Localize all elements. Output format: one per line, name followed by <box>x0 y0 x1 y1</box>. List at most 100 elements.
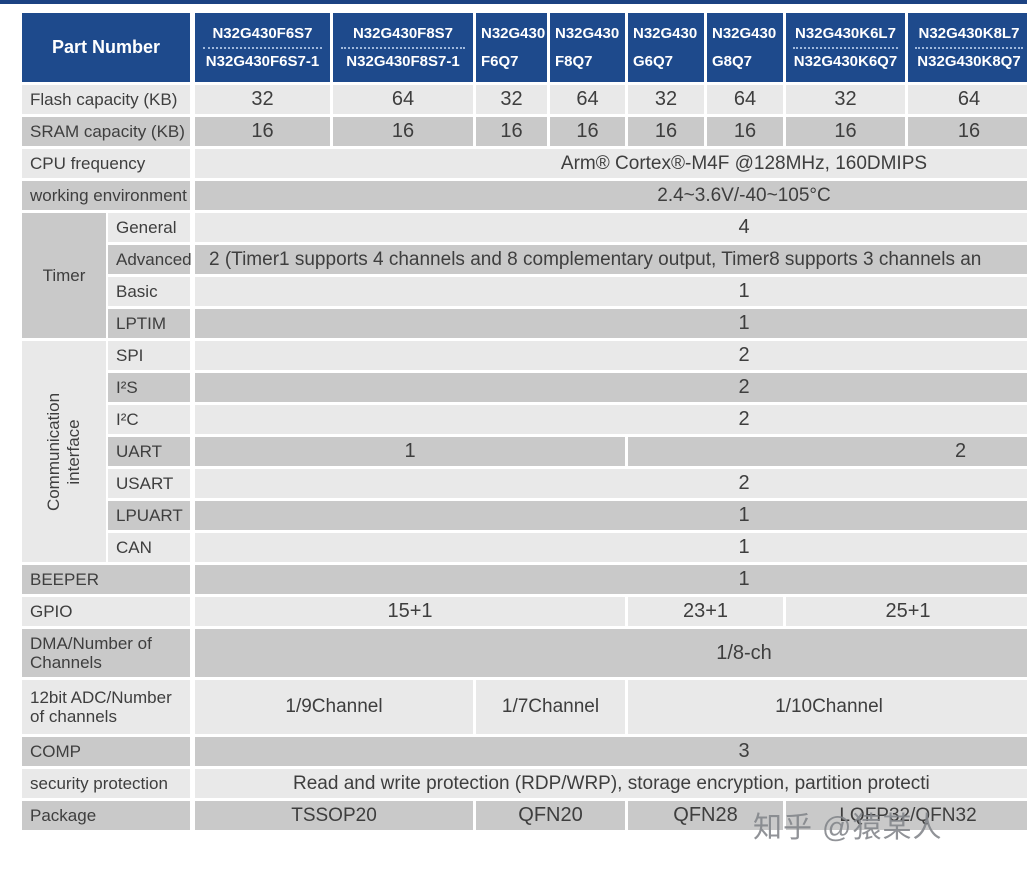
spec-value-cell: 16 <box>550 117 625 146</box>
part-number-line1: N32G430 <box>481 24 546 42</box>
spec-value-cell: Read and write protection (RDP/WRP), sto… <box>195 769 1027 798</box>
part-number-column: N32G430 F8Q7 <box>550 13 625 82</box>
spec-value-cell: Arm® Cortex®-M4F @128MHz, 160DMIPS <box>195 149 1027 178</box>
table-row: 12bit ADC/Number of channels 1/9Channel 1/… <box>22 680 1027 734</box>
spec-value-cell: 2 <box>195 341 1027 370</box>
spec-value-cell: 2 <box>195 469 1027 498</box>
spec-value-cell: 1 <box>195 309 1027 338</box>
spec-value-cell: 64 <box>333 85 473 114</box>
table-row: LPTIM 1 <box>108 309 1027 338</box>
part-number-line1: N32G430 <box>712 24 777 42</box>
table-row: I²C 2 <box>108 405 1027 434</box>
row-label: General <box>108 213 190 242</box>
spec-value-cell: 1 <box>195 501 1027 530</box>
table-row: Basic 1 <box>108 277 1027 306</box>
dotted-divider <box>341 46 465 49</box>
table-row: CPU frequency Arm® Cortex®-M4F @128MHz, 1… <box>22 149 1027 178</box>
row-label: BEEPER <box>22 565 190 594</box>
table-row: General 4 <box>108 213 1027 242</box>
spec-value-cell: 25+1 <box>786 597 1027 626</box>
part-number-line2: F8Q7 <box>555 52 593 70</box>
part-number-line2: N32G430K6Q7 <box>793 52 898 70</box>
spec-value-cell: 1 <box>195 437 625 466</box>
part-number-header: Part Number <box>22 13 190 82</box>
spec-table: Part Number N32G430F6S7 N32G430F6S7-1 N32G… <box>22 13 1027 833</box>
table-row: working environment 2.4~3.6V/-40~105°C <box>22 181 1027 210</box>
part-number-column: N32G430 G8Q7 <box>707 13 783 82</box>
row-label: UART <box>108 437 190 466</box>
table-row: security protection Read and write protec… <box>22 769 1027 798</box>
row-label: CPU frequency <box>22 149 190 178</box>
spec-value-cell: 2 <box>195 405 1027 434</box>
spec-value-cell: 16 <box>476 117 547 146</box>
part-number-line1: N32G430 <box>555 24 620 42</box>
spec-value-cell: 3 <box>195 737 1027 766</box>
spec-value-cell: 2 (Timer1 supports 4 channels and 8 comp… <box>195 245 1027 274</box>
row-label: DMA/Number of Channels <box>22 629 190 677</box>
part-number-line2: G6Q7 <box>633 52 674 70</box>
row-label: Package <box>22 801 190 830</box>
row-label: I²C <box>108 405 190 434</box>
spec-value-cell: 64 <box>550 85 625 114</box>
spec-value-cell: 32 <box>628 85 704 114</box>
spec-value-cell: 1 <box>195 565 1027 594</box>
spec-value-cell: 1 <box>195 533 1027 562</box>
table-row: GPIO 15+1 23+1 25+1 <box>22 597 1027 626</box>
table-row: BEEPER 1 <box>22 565 1027 594</box>
part-number-column: N32G430K8L7 N32G430K8Q7 <box>908 13 1027 82</box>
watermark: 知乎 @猿某人 <box>753 812 943 844</box>
table-row: Flash capacity (KB) 32 64 32 64 32 64 32 64 <box>22 85 1027 114</box>
spec-value-cell: 16 <box>195 117 330 146</box>
row-label: Advanced <box>108 245 192 274</box>
row-label: 12bit ADC/Number of channels <box>22 680 190 734</box>
part-number-line1: N32G430F8S7 <box>352 24 454 42</box>
spec-value-cell: 1/9Channel <box>195 680 473 734</box>
row-label: I²S <box>108 373 190 402</box>
row-label: USART <box>108 469 190 498</box>
row-label: SRAM capacity (KB) <box>22 117 190 146</box>
part-number-line2: G8Q7 <box>712 52 753 70</box>
dotted-divider <box>793 46 898 49</box>
table-row: Advanced 2 (Timer1 supports 4 channels an… <box>108 245 1027 274</box>
part-number-column: N32G430 G6Q7 <box>628 13 704 82</box>
spec-value-cell: 2 <box>628 437 1027 466</box>
dotted-divider <box>915 46 1023 49</box>
table-row: I²S 2 <box>108 373 1027 402</box>
table-row: COMP 3 <box>22 737 1027 766</box>
spec-value-cell: LQFP32/QFN32 <box>786 801 1027 830</box>
spec-value-cell: 23+1 <box>628 597 783 626</box>
row-label: Basic <box>108 277 190 306</box>
header-row: Part Number N32G430F6S7 N32G430F6S7-1 N32G… <box>22 13 1027 82</box>
table-row: CAN 1 <box>108 533 1027 562</box>
spec-value-cell: TSSOP20 <box>195 801 473 830</box>
table-row: USART 2 <box>108 469 1027 498</box>
top-border <box>0 0 1027 4</box>
spec-value-cell: 2 <box>195 373 1027 402</box>
row-label: security protection <box>22 769 190 798</box>
part-number-column: N32G430F6S7 N32G430F6S7-1 <box>195 13 330 82</box>
spec-value-cell: 15+1 <box>195 597 625 626</box>
part-number-line1: N32G430K6L7 <box>795 24 896 42</box>
table-row: DMA/Number of Channels 1/8-ch <box>22 629 1027 677</box>
part-number-line1: N32G430F6S7 <box>212 24 313 42</box>
row-label: LPUART <box>108 501 190 530</box>
spec-value-cell: 1/7Channel <box>476 680 625 734</box>
part-number-line2: N32G430F8S7-1 <box>346 52 460 70</box>
part-number-line2: F6Q7 <box>481 52 519 70</box>
table-row: Package TSSOP20 QFN20 QFN28 LQFP32/QFN32 <box>22 801 1027 830</box>
part-number-column: N32G430K6L7 N32G430K6Q7 <box>786 13 905 82</box>
spec-value-cell: 32 <box>476 85 547 114</box>
table-row: UART 1 2 <box>108 437 1027 466</box>
spec-value-cell: 16 <box>908 117 1027 146</box>
row-group-timer: Timer General 4 Advanced 2 (Timer1 supports … <box>22 213 1027 341</box>
row-group-communication-interface: Communication interface SPI 2 I²S 2 I²C 2 UART 1 2… <box>22 341 1027 565</box>
spec-value-cell: QFN20 <box>476 801 625 830</box>
row-label: COMP <box>22 737 190 766</box>
part-number-column: N32G430F8S7 N32G430F8S7-1 <box>333 13 473 82</box>
part-number-column: N32G430 F6Q7 <box>476 13 547 82</box>
spec-value-cell: 1 <box>195 277 1027 306</box>
group-label: Communication interface <box>22 341 106 562</box>
part-number-line2: N32G430F6S7-1 <box>205 52 320 70</box>
row-label: LPTIM <box>108 309 190 338</box>
